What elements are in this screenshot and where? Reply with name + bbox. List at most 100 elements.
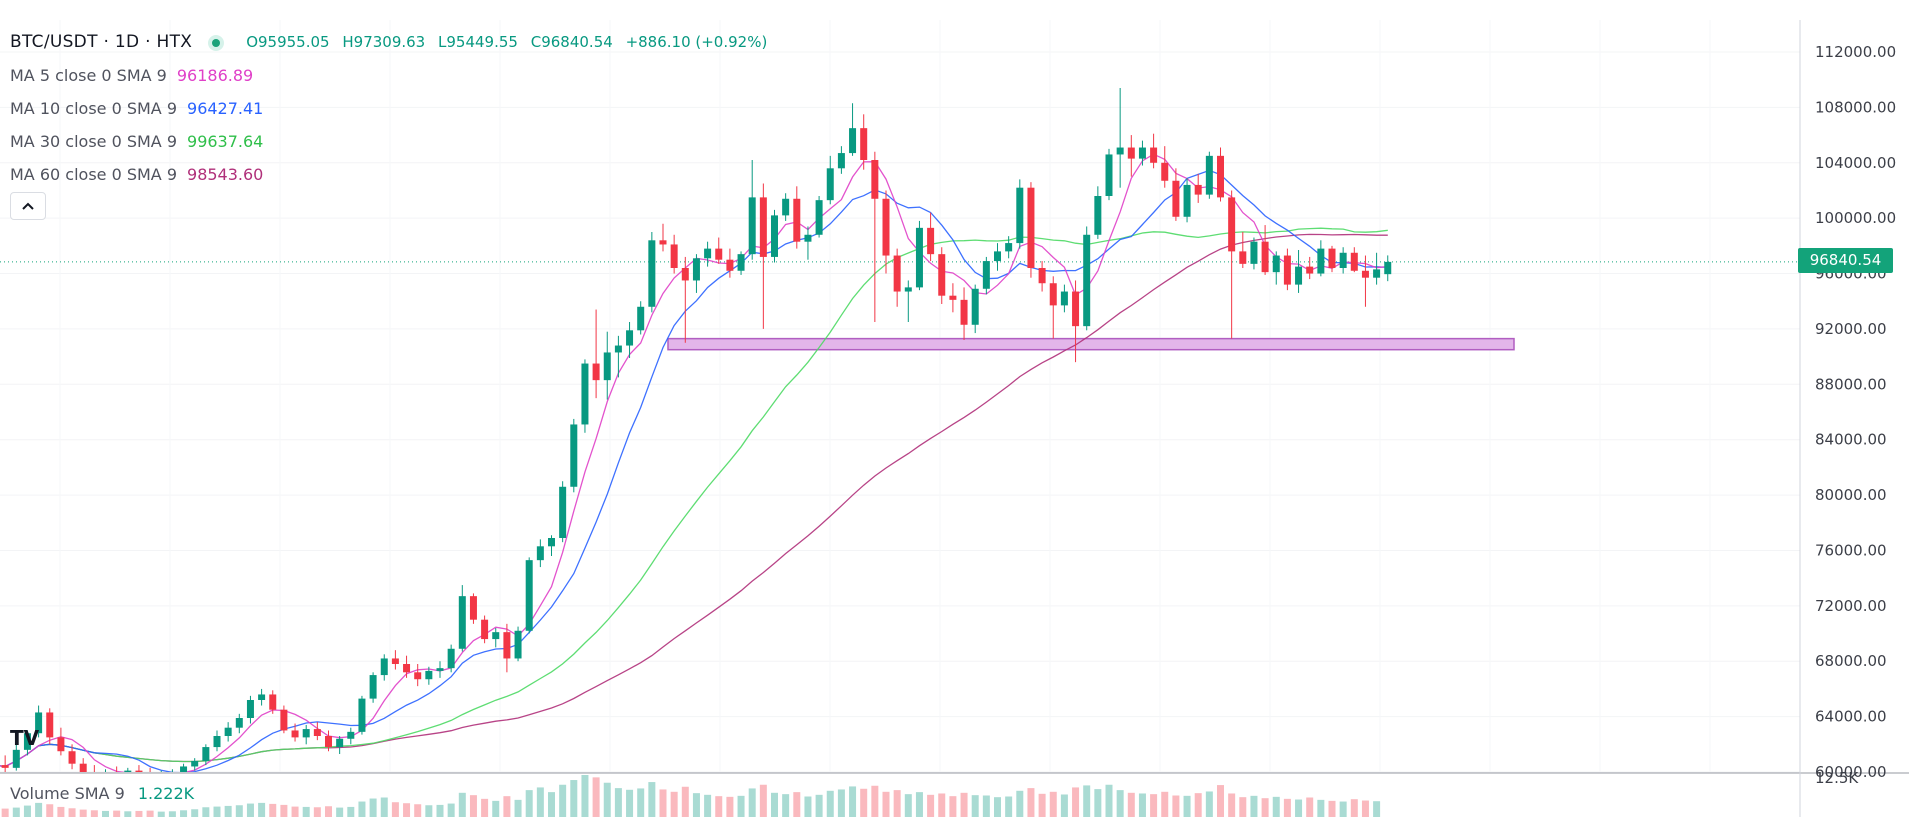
- candle-body[interactable]: [403, 664, 411, 673]
- candle-body[interactable]: [1339, 252, 1347, 268]
- candle-body[interactable]: [391, 658, 399, 664]
- candle-body[interactable]: [715, 248, 723, 260]
- tradingview-logo[interactable]: TV: [10, 726, 40, 750]
- candle-body[interactable]: [1, 765, 9, 768]
- candle-body[interactable]: [882, 198, 890, 256]
- candle-body[interactable]: [871, 160, 879, 199]
- candle-body[interactable]: [313, 729, 321, 736]
- candle-body[interactable]: [982, 261, 990, 289]
- candle-body[interactable]: [1072, 291, 1080, 327]
- ma10-legend[interactable]: MA 10 close 0 SMA 9 96427.41: [10, 92, 775, 125]
- candle-body[interactable]: [336, 738, 344, 748]
- candle-body[interactable]: [726, 259, 734, 271]
- candle-body[interactable]: [514, 630, 522, 659]
- candle-body[interactable]: [1317, 248, 1325, 274]
- candle-body[interactable]: [235, 718, 243, 728]
- candle-body[interactable]: [1384, 261, 1392, 275]
- candle-body[interactable]: [904, 287, 912, 292]
- candle-body[interactable]: [759, 197, 767, 257]
- candle-body[interactable]: [224, 727, 232, 736]
- candle-body[interactable]: [35, 712, 43, 734]
- candle-body[interactable]: [837, 153, 845, 169]
- candle-body[interactable]: [1239, 251, 1247, 264]
- candle-body[interactable]: [258, 694, 266, 700]
- candle-body[interactable]: [860, 128, 868, 160]
- candle-body[interactable]: [692, 258, 700, 281]
- candle-body[interactable]: [180, 766, 188, 772]
- candle-body[interactable]: [358, 698, 366, 732]
- candle-body[interactable]: [79, 763, 87, 772]
- candle-body[interactable]: [1283, 255, 1291, 285]
- candle-body[interactable]: [570, 424, 578, 487]
- candle-body[interactable]: [1306, 266, 1314, 274]
- candle-body[interactable]: [1250, 241, 1258, 264]
- candle-body[interactable]: [1094, 196, 1102, 235]
- candle-body[interactable]: [369, 675, 377, 699]
- candle-body[interactable]: [124, 770, 132, 775]
- candle-body[interactable]: [536, 546, 544, 561]
- candle-body[interactable]: [548, 538, 555, 547]
- candle-body[interactable]: [681, 268, 689, 281]
- candle-body[interactable]: [469, 596, 477, 620]
- candle-body[interactable]: [849, 128, 857, 154]
- ma60-line[interactable]: [0, 233, 1388, 768]
- candle-body[interactable]: [503, 632, 511, 659]
- candle-body[interactable]: [614, 345, 622, 353]
- candle-body[interactable]: [815, 200, 823, 235]
- symbol-title[interactable]: BTC/USDT · 1D · HTX: [10, 32, 193, 52]
- candle-body[interactable]: [960, 299, 968, 325]
- candle-body[interactable]: [659, 240, 667, 245]
- candle-body[interactable]: [793, 198, 801, 242]
- candle-body[interactable]: [994, 251, 1001, 262]
- candle-body[interactable]: [1194, 184, 1202, 195]
- candle-body[interactable]: [1038, 268, 1046, 284]
- candle-body[interactable]: [492, 632, 500, 640]
- candle-body[interactable]: [737, 254, 745, 271]
- candle-body[interactable]: [23, 733, 31, 750]
- candle-body[interactable]: [1049, 283, 1057, 306]
- candle-body[interactable]: [826, 168, 834, 201]
- candle-body[interactable]: [1060, 291, 1068, 306]
- candle-body[interactable]: [1261, 241, 1269, 273]
- candle-body[interactable]: [1350, 252, 1358, 271]
- candle-body[interactable]: [670, 244, 678, 268]
- candle-body[interactable]: [949, 295, 957, 300]
- candle-body[interactable]: [626, 330, 634, 346]
- candle-body[interactable]: [414, 672, 422, 680]
- candle-body[interactable]: [135, 770, 143, 774]
- candle-body[interactable]: [1172, 180, 1180, 217]
- candle-body[interactable]: [1373, 269, 1381, 278]
- candle-body[interactable]: [971, 288, 979, 325]
- ma30-legend[interactable]: MA 30 close 0 SMA 9 99637.64: [10, 125, 775, 158]
- candle-body[interactable]: [458, 596, 466, 649]
- candle-body[interactable]: [581, 363, 589, 425]
- candle-body[interactable]: [202, 747, 210, 761]
- candle-body[interactable]: [1116, 147, 1124, 155]
- candle-body[interactable]: [1161, 162, 1169, 181]
- support-zone-rectangle[interactable]: [667, 337, 1515, 351]
- ma10-line[interactable]: [0, 169, 1388, 772]
- candle-body[interactable]: [1205, 155, 1213, 195]
- candle-body[interactable]: [592, 363, 600, 381]
- ma5-legend[interactable]: MA 5 close 0 SMA 9 96186.89: [10, 59, 775, 92]
- candle-body[interactable]: [1005, 243, 1013, 252]
- candle-body[interactable]: [481, 619, 489, 640]
- candle-body[interactable]: [147, 773, 154, 776]
- candle-body[interactable]: [927, 227, 935, 255]
- candle-body[interactable]: [1272, 255, 1280, 273]
- candle-body[interactable]: [1127, 147, 1135, 159]
- candle-body[interactable]: [1361, 270, 1369, 278]
- candle-body[interactable]: [380, 658, 388, 676]
- candle-body[interactable]: [525, 560, 533, 631]
- candle-body[interactable]: [1105, 154, 1113, 196]
- candle-body[interactable]: [246, 700, 254, 718]
- volume-legend[interactable]: Volume SMA 9 1.222K: [10, 784, 194, 803]
- candle-body[interactable]: [68, 751, 76, 764]
- candle-body[interactable]: [704, 248, 712, 259]
- candle-body[interactable]: [436, 668, 444, 671]
- candle-body[interactable]: [280, 709, 288, 731]
- candle-body[interactable]: [158, 775, 165, 776]
- candle-body[interactable]: [57, 737, 65, 752]
- legend-collapse-button[interactable]: [10, 192, 46, 220]
